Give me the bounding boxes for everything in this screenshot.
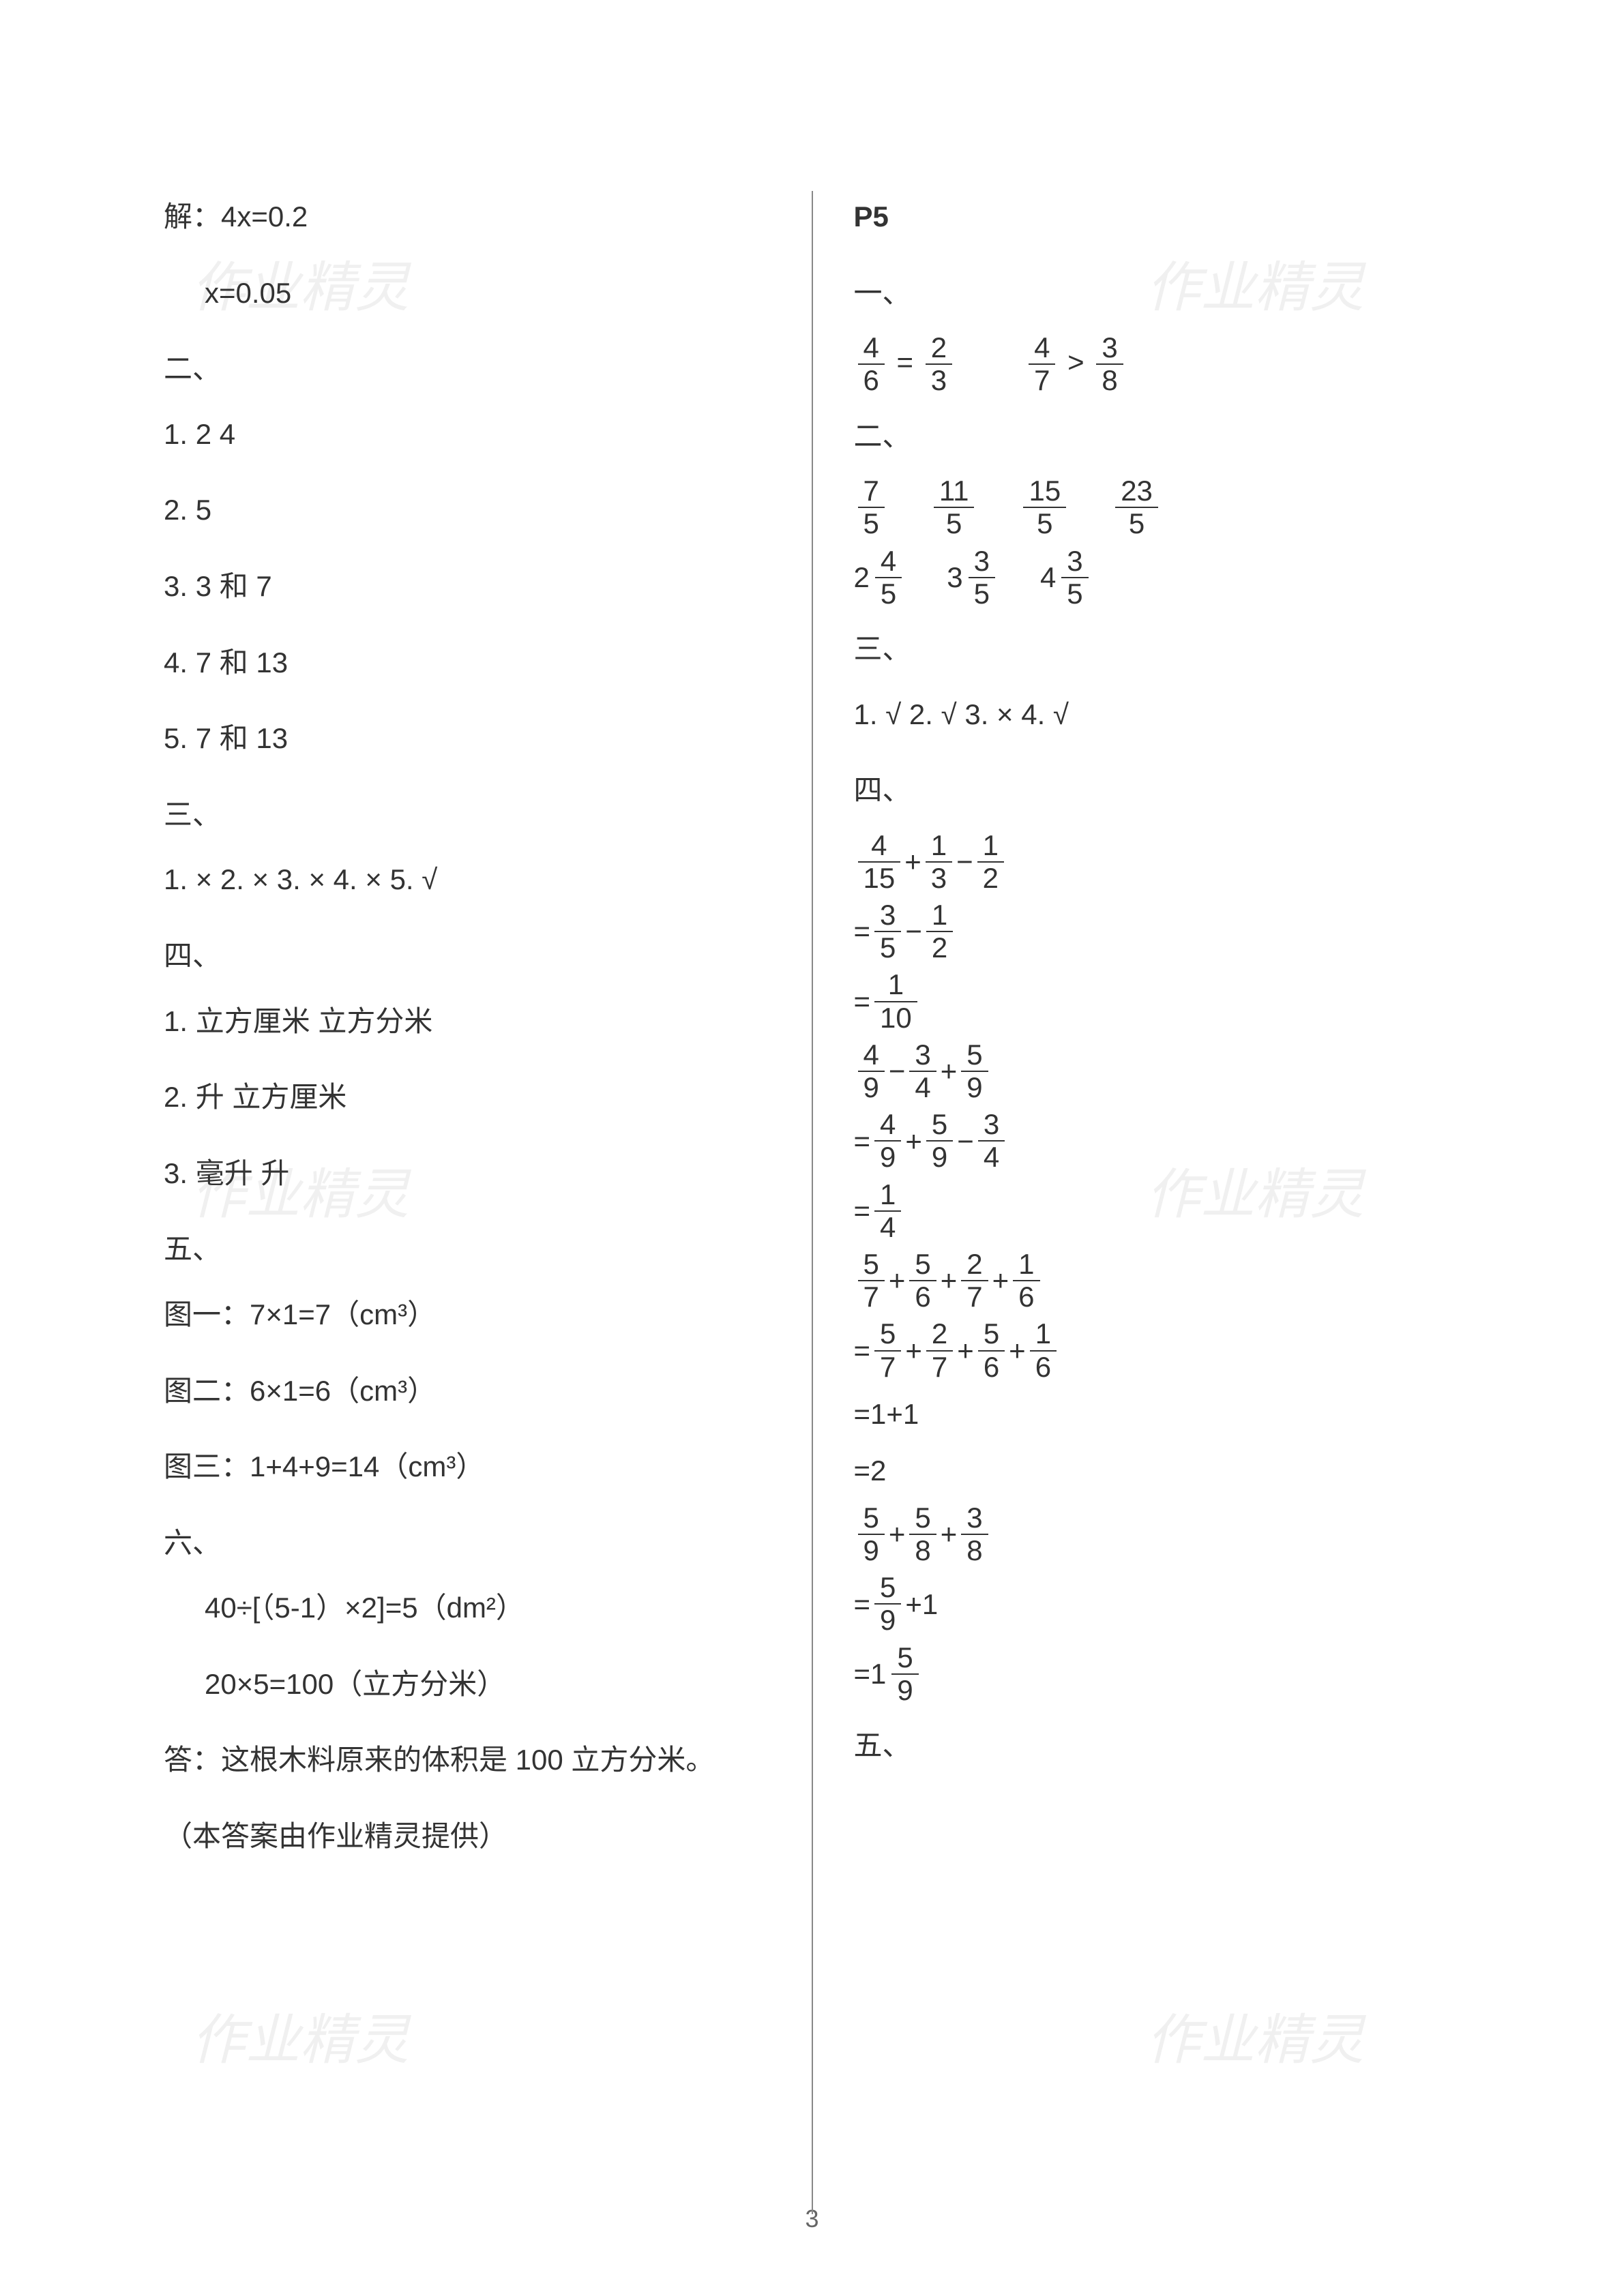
right-column: P5 一、 46 = 23 47 > 38 二、 75115155235 245… (813, 191, 1488, 2214)
s5-item-1: 图一：7×1=7（cm³） (164, 1289, 771, 1341)
section-3: 三、 (164, 789, 771, 841)
section-6: 六、 (164, 1517, 771, 1569)
calc-block-1: 415+13−12=35−12=110 (854, 830, 1461, 1034)
calc-block-4: 59+58+38=59+1=159 (854, 1502, 1461, 1706)
s5-item-2: 图二：6×1=6（cm³） (164, 1365, 771, 1417)
s6-item-2: 20×5=100（立方分米） (164, 1658, 771, 1710)
r-section-4: 四、 (854, 764, 1461, 816)
s2-item-4: 4. 7 和 13 (164, 637, 771, 689)
s2-item-1: 1. 2 4 (164, 408, 771, 460)
s5-item-3: 图三：1+4+9=14（cm³） (164, 1441, 771, 1493)
s2-item-3: 3. 3 和 7 (164, 561, 771, 612)
s6-item-1: 40÷[（5-1）×2]=5（dm²） (164, 1582, 771, 1634)
r-s2-row2: 245335435 (854, 546, 1461, 610)
r-s3-answers: 1. √ 2. √ 3. × 4. √ (854, 689, 1461, 741)
r-s1-row: 46 = 23 47 > 38 (854, 332, 1461, 396)
s3-answers: 1. × 2. × 3. × 4. × 5. √ (164, 854, 771, 906)
s2-item-2: 2. 5 (164, 484, 771, 536)
s4-item-3: 3. 毫升 升 (164, 1148, 771, 1199)
section-2: 二、 (164, 343, 771, 395)
calc-block-3: 57+56+27+16=57+27+56+16=1+1=2 (854, 1249, 1461, 1497)
footer-credit: （本答案由作业精灵提供） (164, 1810, 771, 1862)
section-4: 四、 (164, 930, 771, 982)
r-section-3: 三、 (854, 623, 1461, 675)
r-section-5: 五、 (854, 1720, 1461, 1772)
solve-line-1: 解：4x=0.2 (164, 191, 771, 243)
r-section-2: 二、 (854, 411, 1461, 462)
solve-line-2: x=0.05 (164, 267, 771, 319)
s4-item-1: 1. 立方厘米 立方分米 (164, 996, 771, 1047)
calc-block-2: 49−34+59=49+59−34=14 (854, 1039, 1461, 1243)
section-5: 五、 (164, 1223, 771, 1275)
s6-answer: 答：这根木料原来的体积是 100 立方分米。 (164, 1734, 771, 1786)
s4-item-2: 2. 升 立方厘米 (164, 1071, 771, 1123)
page-ref: P5 (854, 191, 1461, 243)
r-section-1: 一、 (854, 267, 1461, 319)
r-s2-row1: 75115155235 (854, 475, 1461, 539)
left-column: 解：4x=0.2 x=0.05 二、 1. 2 4 2. 5 3. 3 和 7 … (136, 191, 813, 2214)
s2-item-5: 5. 7 和 13 (164, 713, 771, 764)
